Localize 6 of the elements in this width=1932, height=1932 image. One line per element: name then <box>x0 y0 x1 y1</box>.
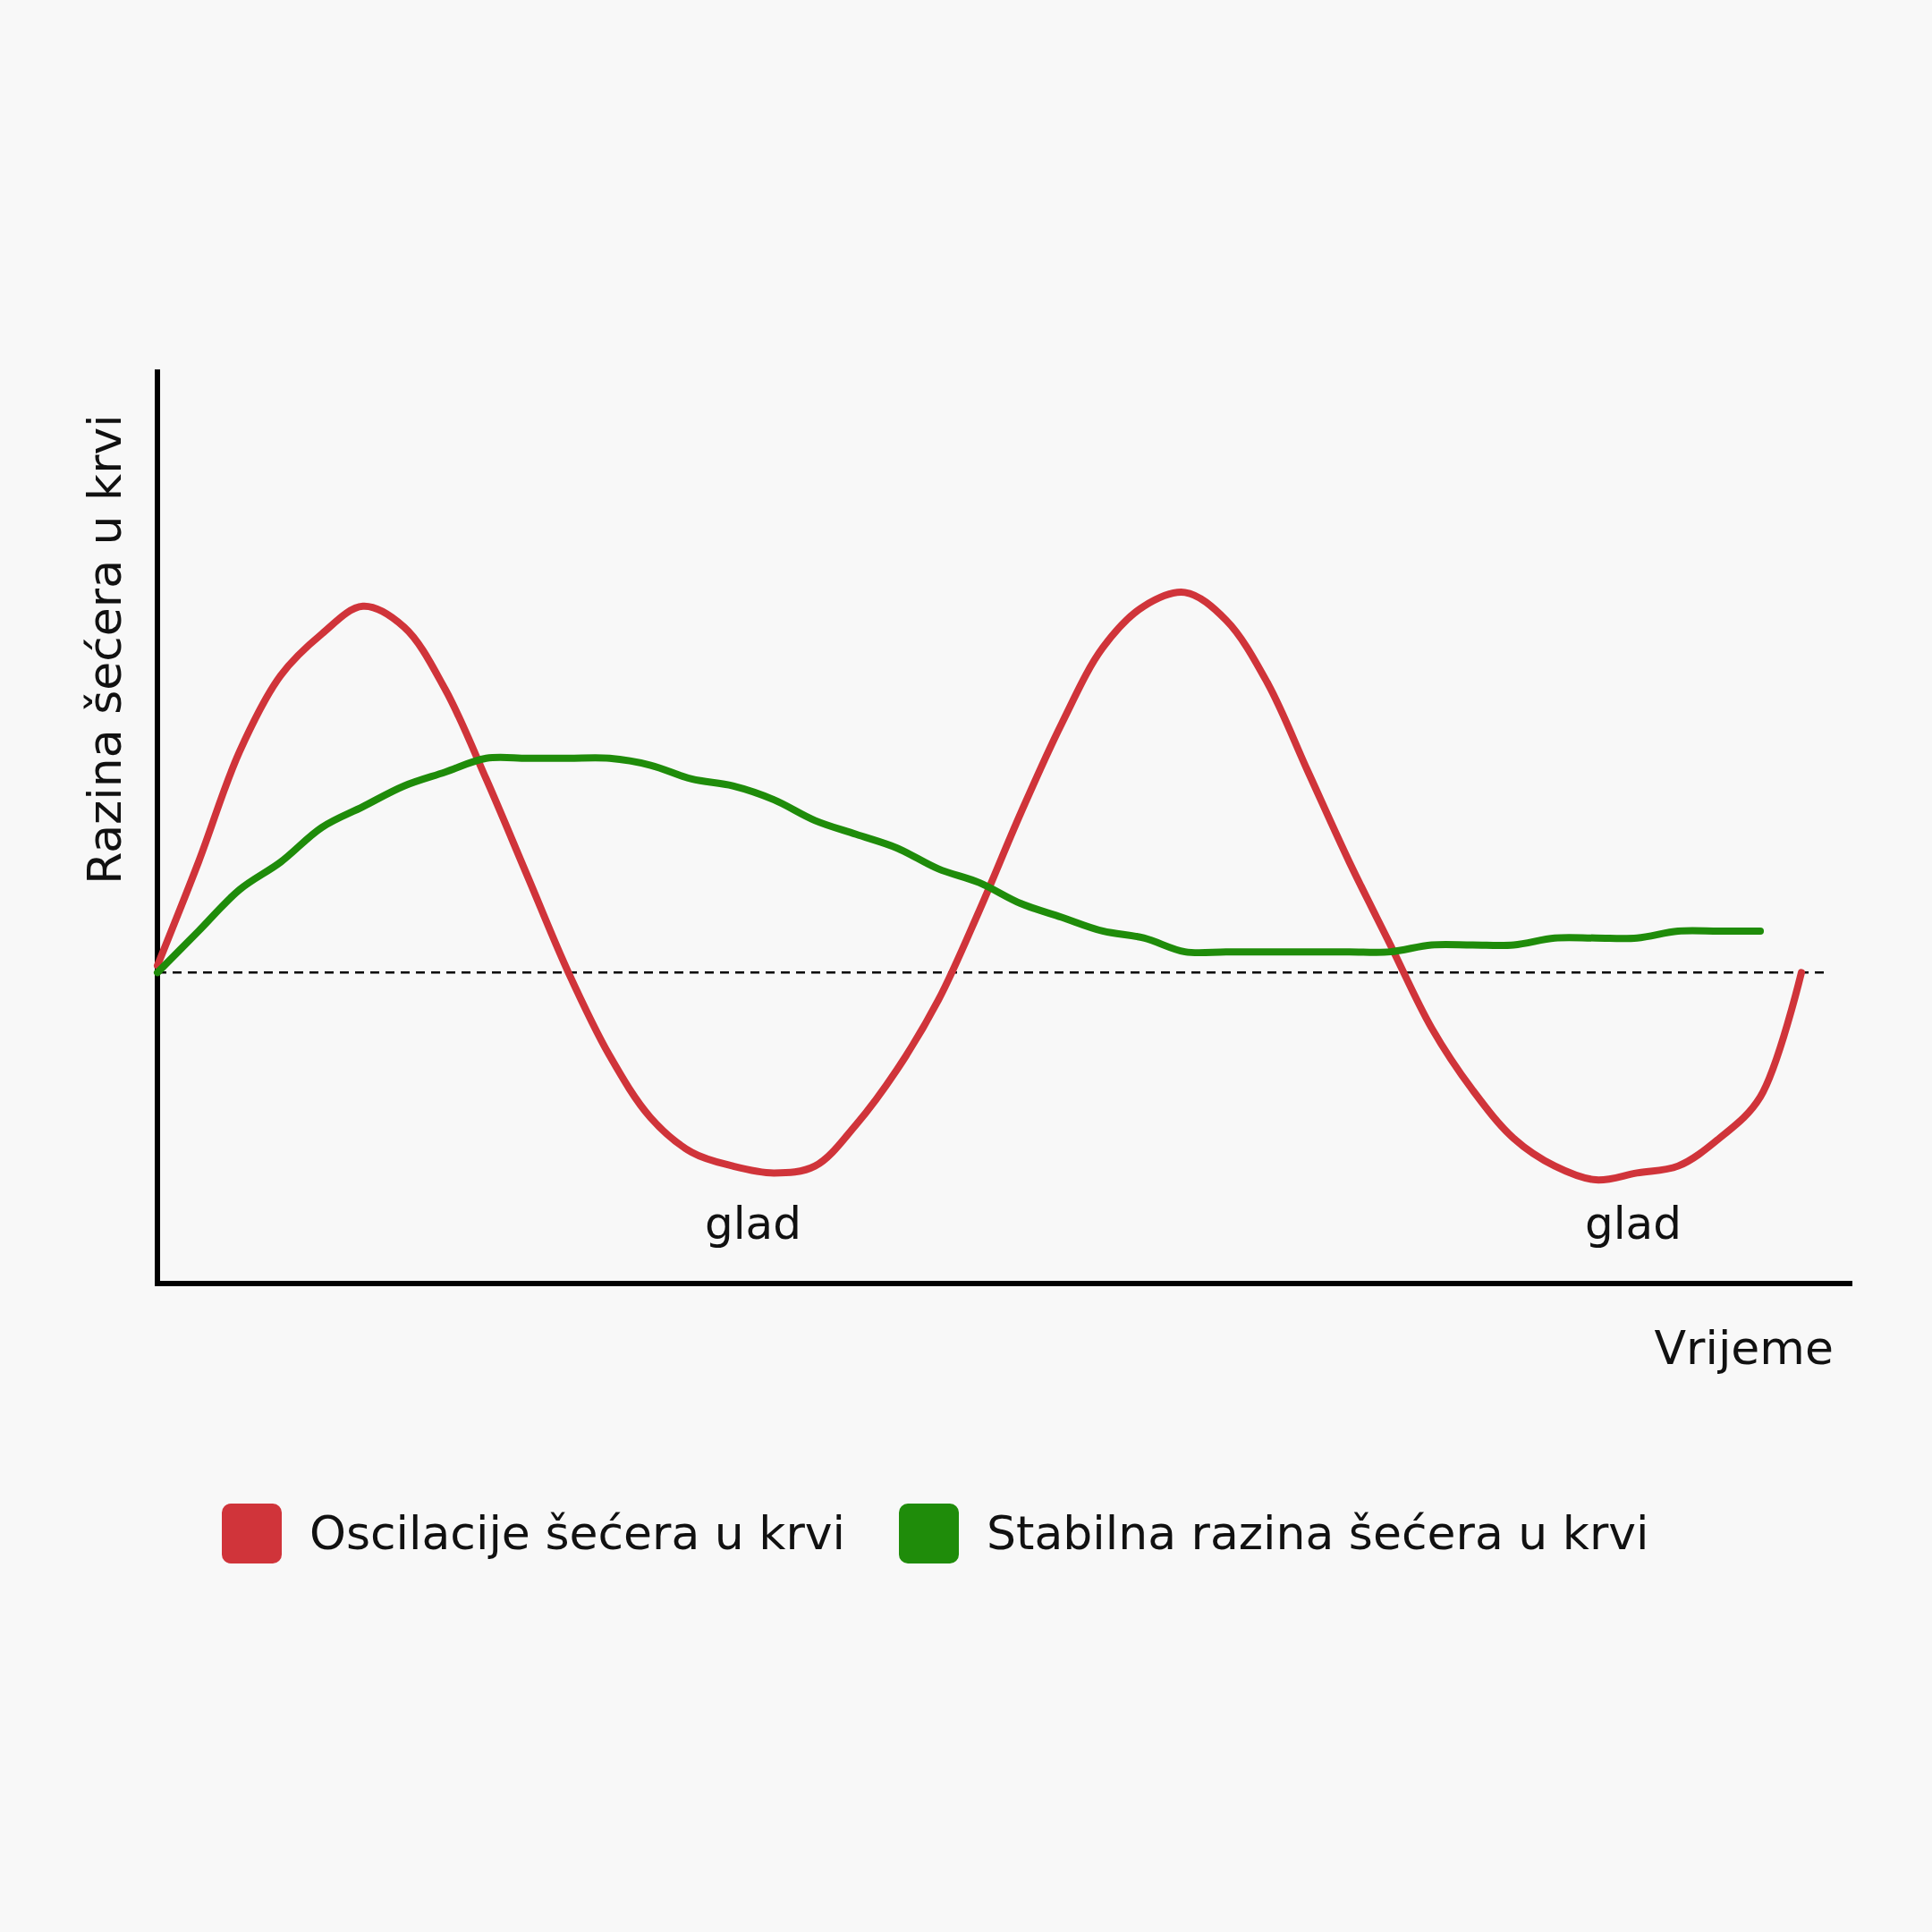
annotation: glad <box>1584 1198 1682 1250</box>
legend-label: Stabilna razina šećera u krvi <box>987 1506 1649 1560</box>
y-axis-title: Razina šećera u krvi <box>78 414 131 885</box>
annotation: glad <box>704 1198 802 1250</box>
x-axis-title: Vrijeme <box>1654 1321 1834 1375</box>
legend-label: Oscilacije šećera u krvi <box>309 1506 846 1560</box>
